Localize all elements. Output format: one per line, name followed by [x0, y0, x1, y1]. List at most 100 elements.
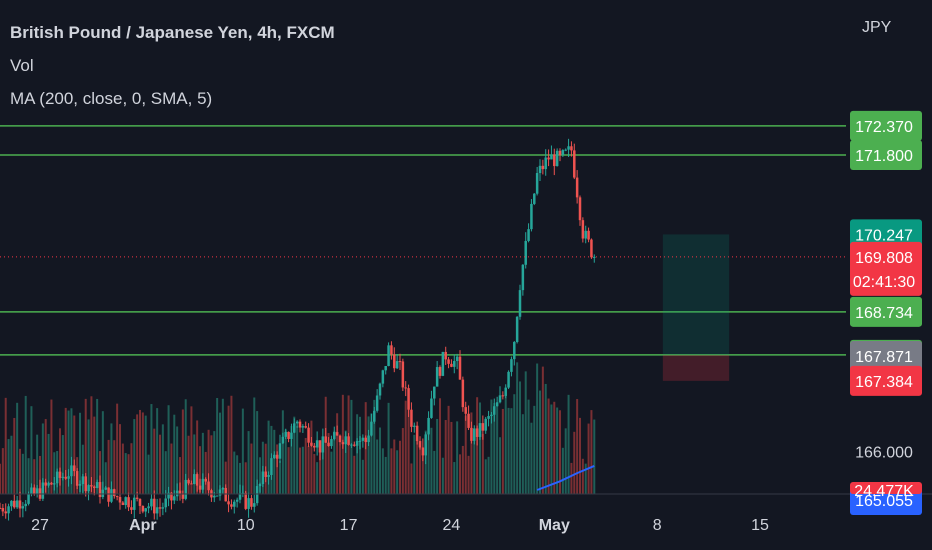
- candle: [570, 141, 573, 157]
- volume-bar: [390, 448, 393, 494]
- volume-bar: [150, 404, 153, 494]
- volume-bar: [64, 407, 67, 494]
- volume-bar: [27, 458, 30, 494]
- volume-bar: [301, 446, 304, 494]
- volume-bar: [473, 429, 476, 494]
- volume-bar: [41, 423, 44, 494]
- volume-bar: [93, 416, 96, 494]
- volume-bar: [541, 366, 544, 494]
- candle: [487, 410, 490, 427]
- volume-bars: [0, 362, 596, 494]
- candle: [181, 490, 185, 504]
- candle: [144, 507, 147, 518]
- candle: [193, 469, 196, 485]
- volume-bar: [124, 453, 127, 494]
- volume-bar: [4, 397, 7, 494]
- volume-bar: [527, 399, 530, 494]
- volume-bar: [133, 419, 136, 494]
- candle: [293, 418, 296, 434]
- candle: [84, 473, 87, 497]
- volume-bar: [339, 444, 341, 494]
- symbol-title[interactable]: British Pound / Japanese Yen, 4h, FXCM: [10, 23, 335, 42]
- volume-indicator-label[interactable]: Vol: [10, 56, 34, 75]
- candle: [135, 491, 139, 502]
- volume-bar: [576, 399, 579, 494]
- candle: [204, 477, 207, 485]
- candle: [504, 384, 507, 399]
- candle: [321, 428, 325, 460]
- candle: [441, 351, 445, 377]
- candle: [267, 471, 270, 485]
- volume-bar: [490, 399, 493, 494]
- price-axis-tick: 166.000: [855, 445, 913, 462]
- candle: [524, 232, 527, 269]
- volume-bar: [110, 423, 113, 494]
- volume-bar: [141, 412, 144, 494]
- volume-bar: [196, 420, 199, 494]
- volume-bar: [281, 410, 284, 494]
- volume-bar: [547, 398, 550, 494]
- volume-bar: [201, 432, 204, 494]
- candle: [415, 421, 419, 445]
- volume-bar: [433, 450, 436, 494]
- volume-bar: [507, 407, 510, 494]
- volume-bar: [484, 459, 487, 494]
- candle: [50, 481, 53, 485]
- candle: [284, 428, 287, 440]
- candle: [438, 365, 442, 379]
- candle: [13, 494, 16, 509]
- volume-bar: [379, 427, 381, 494]
- volume-bar: [190, 406, 193, 494]
- candle: [407, 384, 410, 417]
- volume-bar: [319, 449, 321, 494]
- svg-text:170.247: 170.247: [855, 227, 913, 244]
- volume-bar: [116, 403, 119, 494]
- volume-bar: [219, 412, 221, 494]
- candle: [21, 502, 25, 518]
- candle: [458, 350, 462, 380]
- candle: [535, 166, 539, 196]
- volume-bar: [413, 434, 416, 494]
- volume-bar: [530, 422, 533, 494]
- candle: [307, 423, 310, 447]
- candle: [555, 148, 559, 167]
- candle: [58, 467, 62, 486]
- volume-bar: [296, 425, 299, 494]
- volume-bar: [519, 381, 521, 494]
- candle: [421, 438, 425, 462]
- volume-bar: [7, 439, 10, 494]
- volume-bar: [30, 406, 33, 494]
- time-axis-tick: 27: [31, 517, 49, 534]
- candle: [247, 492, 250, 518]
- candle: [87, 484, 90, 501]
- candle: [587, 227, 590, 243]
- volume-bar: [273, 429, 276, 494]
- volume-bar: [479, 402, 481, 494]
- moving-average-label[interactable]: MA (200, close, 0, SMA, 5): [10, 89, 213, 108]
- volume-bar: [187, 435, 190, 494]
- candle: [338, 434, 342, 446]
- candle: [233, 499, 236, 514]
- volume-bar: [239, 462, 241, 494]
- volume-bar: [456, 421, 459, 494]
- volume-bar: [573, 431, 576, 494]
- candle: [450, 359, 453, 368]
- candle: [47, 481, 50, 488]
- volume-bar: [236, 455, 239, 494]
- svg-text:168.734: 168.734: [855, 305, 913, 322]
- candle: [564, 148, 567, 152]
- volume-bar: [84, 398, 87, 494]
- volume-bar: [221, 398, 224, 494]
- candle: [373, 406, 376, 424]
- candle: [190, 480, 193, 485]
- svg-text:169.808: 169.808: [855, 250, 913, 267]
- candle: [575, 170, 579, 204]
- volume-bar: [107, 439, 110, 494]
- svg-text:167.871: 167.871: [855, 349, 913, 366]
- volume-bar: [44, 419, 47, 494]
- candle: [270, 453, 273, 480]
- volume-bar: [244, 462, 247, 494]
- position-profit-zone: [662, 234, 730, 355]
- price-axis-label: 169.808 02:41:30: [850, 241, 922, 296]
